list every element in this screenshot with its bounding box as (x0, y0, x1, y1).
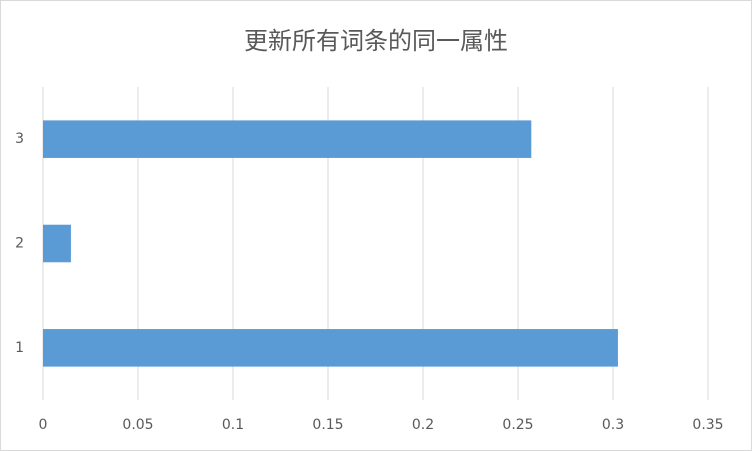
bar (43, 224, 71, 263)
y-tick-label: 3 (15, 131, 24, 147)
x-tick-label: 0.1 (222, 417, 244, 433)
chart-title: 更新所有词条的同一属性 (244, 27, 508, 55)
y-tick-label: 1 (15, 340, 24, 356)
y-tick-label: 2 (15, 236, 24, 252)
x-tick-label: 0.15 (312, 417, 343, 433)
bar (43, 329, 618, 367)
x-tick-label: 0.05 (122, 417, 153, 433)
x-tick-label: 0.35 (692, 417, 723, 433)
bar (43, 120, 532, 158)
x-tick-label: 0 (39, 417, 48, 433)
x-tick-label: 0.2 (412, 417, 434, 433)
x-tick-label: 0.25 (502, 417, 533, 433)
x-tick-label: 0.3 (602, 417, 624, 433)
